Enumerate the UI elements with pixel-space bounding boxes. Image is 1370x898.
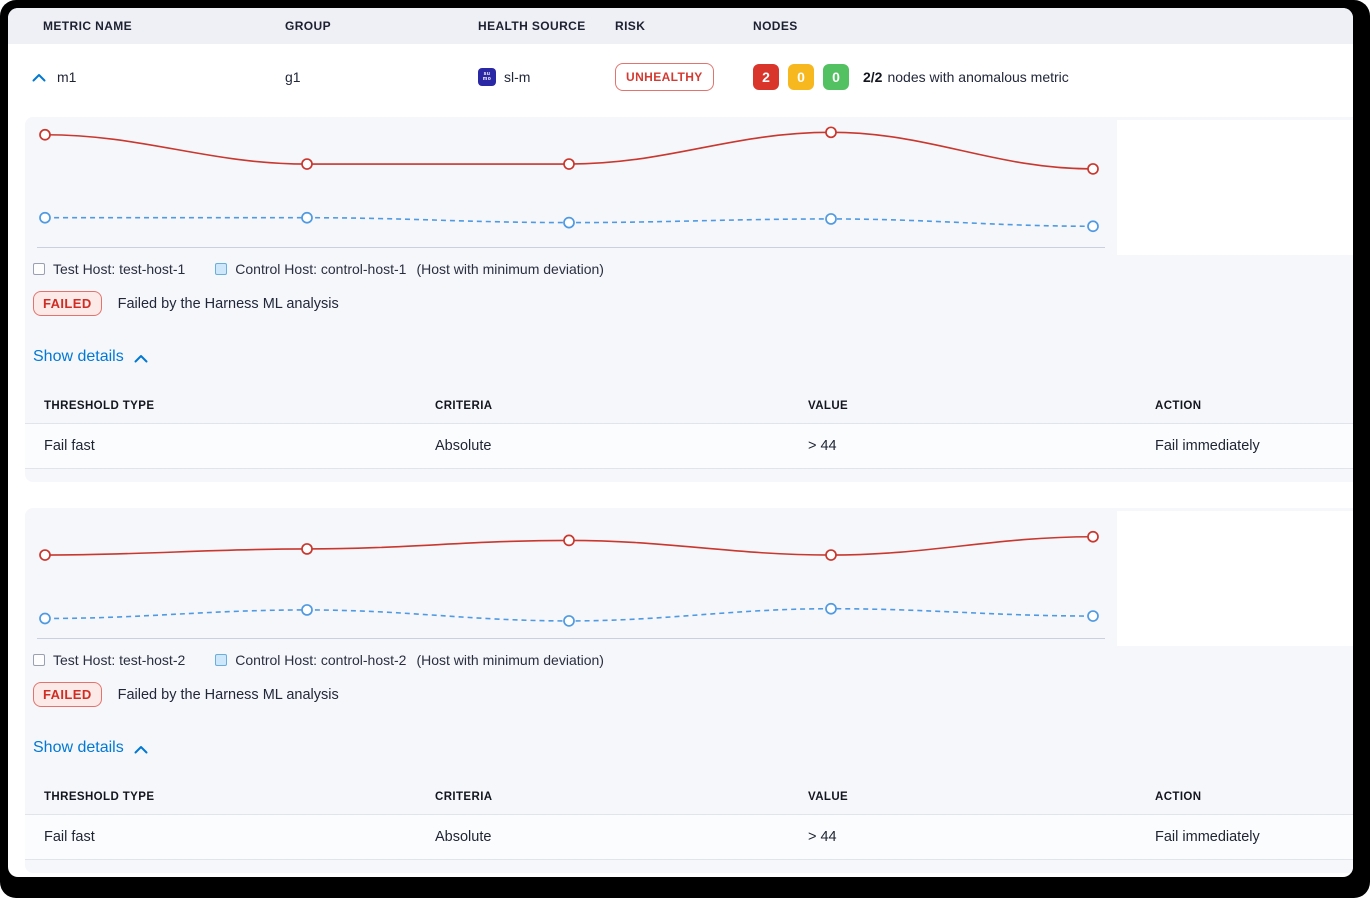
- sumologic-icon-text-bottom: mo: [482, 76, 492, 82]
- value-value: > 44: [808, 829, 837, 845]
- table-divider: [25, 814, 1353, 815]
- failed-status-message: Failed by the Harness ML analysis: [117, 686, 339, 703]
- sumologic-icon: su mo: [478, 68, 496, 86]
- metric-name-cell: m1: [32, 69, 285, 85]
- threshold-table: THRESHOLD TYPE CRITERIA VALUE ACTION Fai…: [25, 779, 1353, 860]
- unhealthy-nodes-chip: 2: [753, 64, 779, 90]
- value-value: > 44: [808, 438, 837, 454]
- threshold-type-value: Fail fast: [44, 438, 95, 454]
- col-header-action: ACTION: [1155, 790, 1202, 803]
- metric-detail-section-host-1: Test Host: test-host-1 Control Host: con…: [25, 117, 1353, 482]
- show-details-label: Show details: [33, 739, 124, 756]
- test-host-label: Test Host: test-host-1: [53, 261, 186, 277]
- col-header-risk: RISK: [615, 19, 646, 33]
- threshold-table: THRESHOLD TYPE CRITERIA VALUE ACTION Fai…: [25, 388, 1353, 469]
- action-value: Fail immediately: [1155, 829, 1260, 845]
- control-host-note: (Host with minimum deviation): [416, 261, 604, 277]
- chart-side-spacer: [1117, 511, 1353, 646]
- collapse-chevron-icon[interactable]: [32, 73, 46, 82]
- show-details-link[interactable]: Show details: [33, 739, 148, 757]
- test-host-label: Test Host: test-host-2: [53, 652, 186, 668]
- legend-item-test-host[interactable]: Test Host: test-host-2: [33, 652, 185, 668]
- col-header-criteria: CRITERIA: [435, 790, 493, 803]
- legend-item-control-host[interactable]: Control Host: control-host-1 (Host with …: [215, 261, 604, 277]
- chart-side-spacer: [1117, 120, 1353, 255]
- metrics-table-header: METRIC NAME GROUP HEALTH SOURCE RISK NOD…: [8, 8, 1353, 44]
- nodes-summary-ratio: 2/2: [863, 69, 883, 85]
- warning-nodes-chip: 0: [788, 64, 814, 90]
- nodes-summary: 2/2 nodes with anomalous metric: [863, 69, 1069, 85]
- chart-legend: Test Host: test-host-2 Control Host: con…: [33, 652, 1353, 668]
- test-host-checkbox[interactable]: [33, 654, 45, 666]
- show-details-link[interactable]: Show details: [33, 348, 148, 366]
- metric-name: m1: [57, 69, 77, 85]
- col-header-threshold-type: THRESHOLD TYPE: [44, 790, 155, 803]
- col-header-value: VALUE: [808, 790, 849, 803]
- legend-item-test-host[interactable]: Test Host: test-host-1: [33, 261, 185, 277]
- col-header-action: ACTION: [1155, 399, 1202, 412]
- chart-legend: Test Host: test-host-1 Control Host: con…: [33, 261, 1353, 277]
- analysis-status-row: FAILED Failed by the Harness ML analysis: [33, 291, 1353, 316]
- timeseries-chart-host-2: [25, 508, 1353, 648]
- col-header-value: VALUE: [808, 399, 849, 412]
- control-host-label: Control Host: control-host-1: [235, 261, 407, 277]
- group-cell: g1: [285, 69, 478, 85]
- timeseries-chart-canvas[interactable]: [25, 117, 1117, 257]
- threshold-table-row: Fail fast Absolute > 44 Fail immediately: [25, 815, 1353, 859]
- col-header-metric-name: METRIC NAME: [43, 19, 133, 33]
- nodes-summary-text: nodes with anomalous metric: [887, 69, 1069, 85]
- col-header-nodes: NODES: [753, 19, 798, 33]
- timeseries-chart-host-1: [25, 117, 1353, 257]
- control-host-note: (Host with minimum deviation): [416, 652, 604, 668]
- table-divider: [25, 468, 1353, 469]
- test-host-checkbox[interactable]: [33, 263, 45, 275]
- control-host-label: Control Host: control-host-2: [235, 652, 407, 668]
- analysis-status-row: FAILED Failed by the Harness ML analysis: [33, 682, 1353, 707]
- legend-item-control-host[interactable]: Control Host: control-host-2 (Host with …: [215, 652, 604, 668]
- healthy-nodes-chip: 0: [823, 64, 849, 90]
- health-source-cell: su mo sl-m: [478, 68, 615, 86]
- group-name: g1: [285, 69, 301, 85]
- chevron-up-icon: [134, 745, 148, 753]
- control-host-checkbox[interactable]: [215, 263, 228, 275]
- risk-status-badge: UNHEALTHY: [615, 63, 714, 91]
- col-header-group: GROUP: [285, 19, 332, 33]
- show-details-label: Show details: [33, 348, 124, 365]
- verification-metrics-panel: METRIC NAME GROUP HEALTH SOURCE RISK NOD…: [8, 8, 1353, 877]
- risk-cell: UNHEALTHY: [615, 63, 753, 91]
- criteria-value: Absolute: [435, 829, 492, 845]
- col-header-criteria: CRITERIA: [435, 399, 493, 412]
- col-header-threshold-type: THRESHOLD TYPE: [44, 399, 155, 412]
- health-source-name: sl-m: [504, 69, 531, 85]
- table-divider: [25, 859, 1353, 860]
- failed-status-badge: FAILED: [33, 682, 102, 707]
- timeseries-chart-canvas[interactable]: [25, 508, 1117, 648]
- control-host-checkbox[interactable]: [215, 654, 228, 666]
- metric-detail-section-host-2: Test Host: test-host-2 Control Host: con…: [25, 508, 1353, 873]
- threshold-type-value: Fail fast: [44, 829, 95, 845]
- threshold-table-header: THRESHOLD TYPE CRITERIA VALUE ACTION: [25, 779, 1353, 814]
- action-value: Fail immediately: [1155, 438, 1260, 454]
- sumologic-icon-text-top: su: [483, 71, 491, 77]
- failed-status-message: Failed by the Harness ML analysis: [117, 295, 339, 312]
- threshold-table-row: Fail fast Absolute > 44 Fail immediately: [25, 424, 1353, 468]
- chevron-up-icon: [134, 354, 148, 362]
- metric-row-m1[interactable]: m1 g1 su mo sl-m UNHEALTHY 2 0 0 2/2 node…: [8, 44, 1353, 110]
- table-divider: [25, 423, 1353, 424]
- nodes-cell: 2 0 0 2/2 nodes with anomalous metric: [753, 64, 1353, 90]
- failed-status-badge: FAILED: [33, 291, 102, 316]
- criteria-value: Absolute: [435, 438, 492, 454]
- threshold-table-header: THRESHOLD TYPE CRITERIA VALUE ACTION: [25, 388, 1353, 423]
- col-header-health-source: HEALTH SOURCE: [478, 19, 586, 33]
